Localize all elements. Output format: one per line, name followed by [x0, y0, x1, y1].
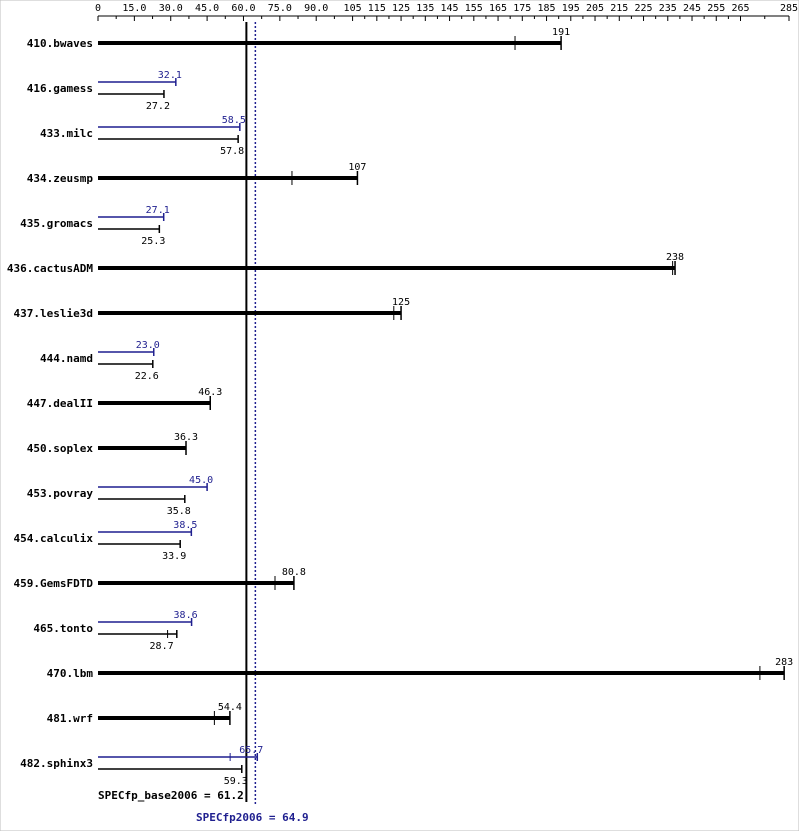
x-tick-label: 285: [780, 3, 798, 14]
base-value-label: 28.7: [150, 641, 174, 652]
peak-value-label: 38.6: [174, 610, 198, 621]
benchmark-name: 450.soplex: [27, 442, 94, 455]
peak-value-label: 38.5: [173, 520, 197, 531]
base-value-label: 107: [348, 162, 366, 173]
x-tick-label: 195: [562, 3, 580, 14]
base-value-label: 35.8: [167, 506, 191, 517]
benchmark-name: 481.wrf: [47, 712, 93, 725]
base-value-label: 283: [775, 657, 793, 668]
benchmark-name: 437.leslie3d: [14, 307, 93, 320]
benchmark-row: 444.namd 23.0 22.6: [40, 340, 160, 382]
benchmark-name: 410.bwaves: [27, 37, 93, 50]
base-value-label: 27.2: [146, 101, 170, 112]
benchmark-row: 459.GemsFDTD 80.8: [14, 567, 306, 590]
summary-labels: SPECfp_base2006 = 61.2 SPECfp2006 = 64.9: [98, 789, 309, 824]
x-tick-label: 265: [731, 3, 749, 14]
base-summary-label: SPECfp_base2006 = 61.2: [98, 789, 244, 802]
x-tick-label: 245: [683, 3, 701, 14]
x-tick-label: 165: [489, 3, 507, 14]
benchmark-row: 465.tonto 38.6 28.7: [33, 610, 197, 652]
benchmark-name: 447.dealII: [27, 397, 93, 410]
benchmark-name: 482.sphinx3: [20, 757, 93, 770]
x-tick-label: 125: [392, 3, 410, 14]
base-value-label: 59.3: [224, 776, 248, 787]
benchmark-name: 465.tonto: [33, 622, 93, 635]
benchmark-row: 433.milc 58.5 57.8: [40, 115, 246, 157]
benchmark-row: 410.bwaves 191: [27, 27, 570, 50]
benchmark-row: 435.gromacs 27.1 25.3: [20, 205, 170, 247]
x-tick-label: 135: [416, 3, 434, 14]
base-value-label: 80.8: [282, 567, 306, 578]
peak-value-label: 32.1: [158, 70, 182, 81]
base-value-label: 36.3: [174, 432, 198, 443]
x-tick-label: 235: [659, 3, 677, 14]
x-tick-label: 175: [513, 3, 531, 14]
x-tick-label: 205: [586, 3, 604, 14]
x-tick-label: 75.0: [268, 3, 292, 14]
x-tick-label: 30.0: [159, 3, 183, 14]
benchmark-row: 470.lbm 283: [47, 657, 793, 680]
x-tick-label: 60.0: [231, 3, 255, 14]
benchmark-name: 470.lbm: [47, 667, 94, 680]
base-value-label: 22.6: [135, 371, 159, 382]
benchmark-row: 482.sphinx3 65.7 59.3: [20, 745, 263, 787]
x-tick-label: 45.0: [195, 3, 219, 14]
x-tick-label: 115: [368, 3, 386, 14]
benchmark-name: 434.zeusmp: [27, 172, 94, 185]
base-value-label: 33.9: [162, 551, 186, 562]
base-value-label: 57.8: [220, 146, 244, 157]
benchmark-name: 436.cactusADM: [7, 262, 93, 275]
x-tick-label: 0: [95, 3, 101, 14]
x-tick-label: 185: [538, 3, 556, 14]
peak-value-label: 45.0: [189, 475, 213, 486]
x-axis: 0 15.0 30.0 45.0 60.0 75.0 90.0 105 115 125 135 145…: [95, 3, 798, 21]
benchmark-name: 444.namd: [40, 352, 93, 365]
benchmark-name: 453.povray: [27, 487, 94, 500]
base-value-label: 238: [666, 252, 684, 263]
benchmark-name: 459.GemsFDTD: [14, 577, 94, 590]
base-value-label: 191: [552, 27, 570, 38]
x-tick-label: 155: [465, 3, 483, 14]
benchmark-bars: 410.bwaves 191 416.gamess 32.1 27.2 433.milc 5…: [7, 27, 793, 787]
peak-value-label: 27.1: [146, 205, 170, 216]
x-tick-label: 90.0: [304, 3, 328, 14]
peak-summary-label: SPECfp2006 = 64.9: [196, 811, 309, 824]
x-tick-label: 15.0: [122, 3, 146, 14]
peak-value-label: 23.0: [136, 340, 160, 351]
benchmark-row: 447.dealII 46.3: [27, 387, 222, 410]
x-tick-label: 255: [707, 3, 725, 14]
benchmark-row: 450.soplex 36.3: [27, 432, 198, 455]
base-value-label: 125: [392, 297, 410, 308]
peak-value-label: 65.7: [239, 745, 263, 756]
benchmark-row: 436.cactusADM 238: [7, 252, 684, 275]
base-value-label: 54.4: [218, 702, 242, 713]
x-tick-label: 105: [344, 3, 362, 14]
benchmark-row: 437.leslie3d 125: [14, 297, 410, 320]
peak-value-label: 58.5: [222, 115, 246, 126]
benchmark-row: 454.calculix 38.5 33.9: [14, 520, 198, 562]
benchmark-row: 453.povray 45.0 35.8: [27, 475, 213, 517]
benchmark-row: 416.gamess 32.1 27.2: [27, 70, 182, 112]
benchmark-row: 481.wrf 54.4: [47, 702, 242, 725]
base-value-label: 46.3: [198, 387, 222, 398]
x-tick-label: 225: [634, 3, 652, 14]
benchmark-name: 454.calculix: [14, 532, 94, 545]
x-tick-label: 145: [441, 3, 459, 14]
benchmark-name: 433.milc: [40, 127, 93, 140]
benchmark-row: 434.zeusmp 107: [27, 162, 366, 185]
base-value-label: 25.3: [141, 236, 165, 247]
benchmark-name: 416.gamess: [27, 82, 93, 95]
benchmark-name: 435.gromacs: [20, 217, 93, 230]
x-tick-label: 215: [610, 3, 628, 14]
